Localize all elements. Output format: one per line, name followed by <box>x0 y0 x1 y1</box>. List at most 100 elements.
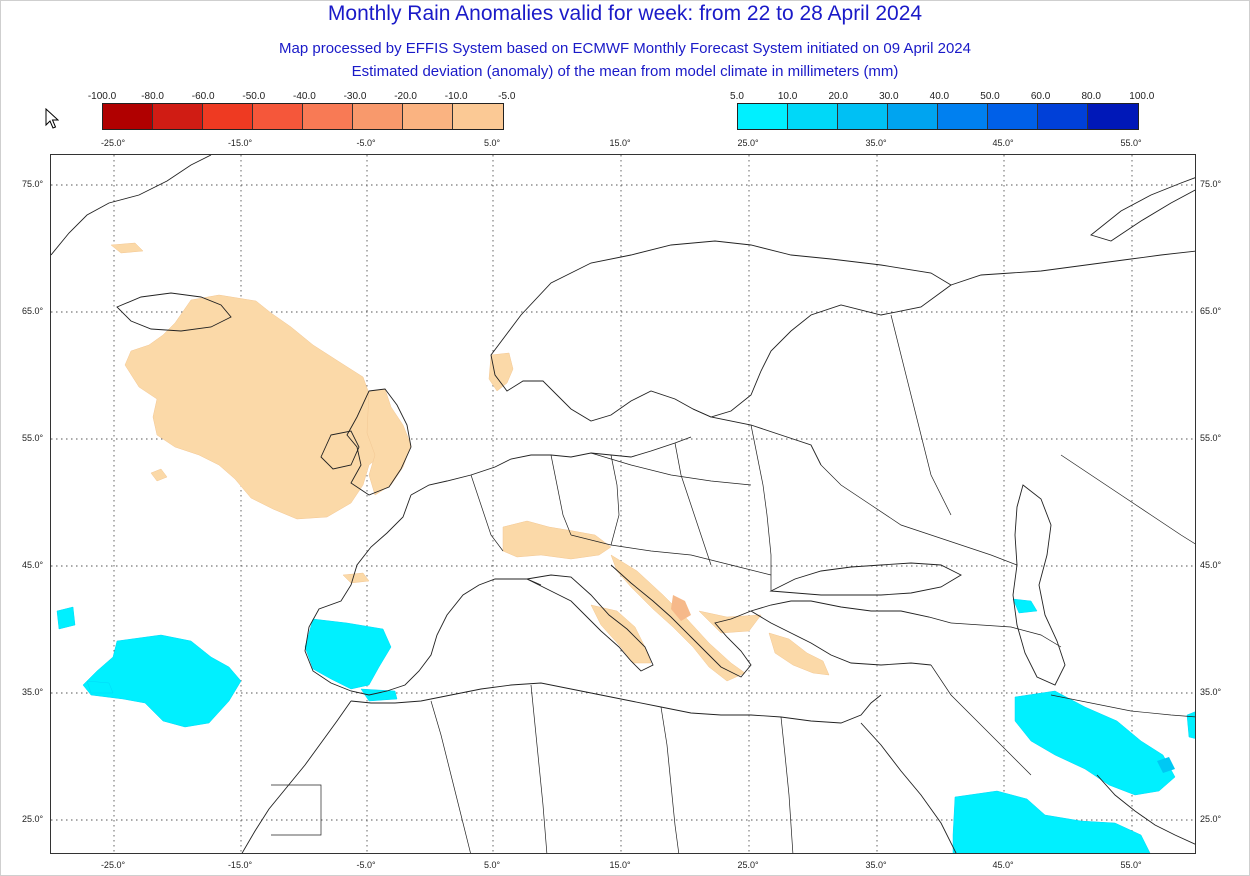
wet-area-gibraltar <box>360 688 398 702</box>
dry-area-greenland <box>110 242 144 254</box>
border-3 <box>610 454 620 546</box>
coastline-balkans-greece <box>610 564 952 678</box>
coastline-red-sea <box>860 722 957 853</box>
dry-area-small-1 <box>150 468 168 482</box>
axis-tick-label: 65.0° <box>1200 306 1222 316</box>
coastline-black-sea <box>769 562 962 596</box>
coastline-baltic-east <box>692 408 822 466</box>
legend-positive-scale <box>737 103 1139 130</box>
coastline-north-africa <box>350 682 882 724</box>
axis-tick-label: -25.0° <box>100 138 126 148</box>
border-10 <box>950 622 1062 648</box>
legend-label: 5.0 <box>730 91 744 102</box>
wet-area-azores <box>82 634 242 728</box>
axis-tick-label: -15.0° <box>227 860 253 870</box>
legend-negative-swatch <box>103 104 153 129</box>
wet-anomaly-areas <box>56 598 1195 853</box>
coastline-france-iberia <box>304 494 542 696</box>
axis-tick-label: -5.0° <box>356 138 376 148</box>
legend-positive-swatch <box>838 104 888 129</box>
legend-label: 50.0 <box>980 91 1000 102</box>
legend-label: 80.0 <box>1081 91 1101 102</box>
coastline-scandinavia <box>490 240 952 422</box>
wet-area-arabia <box>952 790 1151 853</box>
legend-label: 30.0 <box>879 91 899 102</box>
border-16 <box>271 784 322 836</box>
legend-negative-scale <box>102 103 504 130</box>
axis-tick-label: 45.0° <box>992 860 1014 870</box>
axis-tick-label: 65.0° <box>22 306 44 316</box>
legend-positive-swatch <box>788 104 838 129</box>
graticule <box>51 155 1195 853</box>
wet-area-black-sea <box>1012 598 1038 614</box>
legend-negative-swatch <box>153 104 203 129</box>
legend-label: 60.0 <box>1030 91 1051 102</box>
border-11 <box>1060 454 1195 545</box>
coastline-greenland <box>51 155 212 256</box>
axis-tick-label: 45.0° <box>992 138 1014 148</box>
coastline-anatolia <box>750 610 932 666</box>
legend-negative-swatch <box>353 104 403 129</box>
axis-tick-label: 75.0° <box>1200 179 1222 189</box>
legend-label: -60.0 <box>191 91 215 102</box>
wet-strong-persian-gulf <box>1157 757 1175 773</box>
axis-tick-label: 45.0° <box>22 560 44 570</box>
axis-tick-label: 25.0° <box>22 814 44 824</box>
wet-anomaly-strong-areas <box>1157 757 1175 773</box>
axis-tick-label: 35.0° <box>865 138 887 148</box>
legend-label: 40.0 <box>929 91 950 102</box>
border-18 <box>1050 694 1195 718</box>
axis-tick-label: 55.0° <box>22 433 44 443</box>
legend-positive-swatch <box>1088 104 1138 129</box>
axis-tick-label: 55.0° <box>1120 860 1142 870</box>
coastlines <box>51 155 1195 853</box>
coastline-barents <box>950 250 1195 286</box>
country-borders <box>271 314 1195 853</box>
legend-label: -30.0 <box>343 91 367 102</box>
dry-area-uk <box>366 388 412 496</box>
legend-label: -20.0 <box>394 91 417 102</box>
coastline-europe-west <box>410 436 692 496</box>
dry-area-norway <box>488 352 514 392</box>
coastline-ireland <box>320 430 360 470</box>
axis-tick-label: 25.0° <box>737 860 759 870</box>
legend-label: 10.0 <box>777 91 798 102</box>
axis-tick-label: 35.0° <box>1200 687 1222 697</box>
border-5 <box>750 424 772 591</box>
coastline-italy <box>525 574 654 672</box>
dry-area-north-atlantic <box>124 294 394 520</box>
legend-label: -10.0 <box>444 91 468 102</box>
axis-tick-label: 55.0° <box>1200 433 1222 443</box>
coastline-uk <box>346 388 412 496</box>
dry-area-balkans <box>610 554 746 682</box>
map-subtitle-description: Estimated deviation (anomaly) of the mea… <box>351 63 899 80</box>
border-14 <box>660 706 680 853</box>
axis-tick-label: 25.0° <box>1200 814 1222 824</box>
border-12 <box>430 700 471 853</box>
axis-tick-label: 15.0° <box>609 860 631 870</box>
map-title: Monthly Rain Anomalies valid for week: f… <box>327 2 923 25</box>
border-8 <box>590 452 752 486</box>
axis-tick-label: 25.0° <box>737 138 759 148</box>
legend-negative-swatch <box>253 104 303 129</box>
anomaly-map[interactable] <box>50 154 1196 854</box>
legend-label: 20.0 <box>828 91 848 102</box>
coastline-morocco-west <box>241 700 352 853</box>
dry-area-aegean <box>698 610 762 634</box>
axis-tick-label: 5.0° <box>483 860 501 870</box>
dry-area-anatolia <box>768 632 830 676</box>
legend-label: 100.0 <box>1129 91 1155 102</box>
legend-positive-swatch <box>988 104 1038 129</box>
coastline-novaya-zemlya <box>1090 177 1195 242</box>
border-2 <box>550 454 572 536</box>
border-1 <box>470 474 504 552</box>
legend-positive-swatch <box>888 104 938 129</box>
axis-tick-label: -15.0° <box>227 138 253 148</box>
axis-tick-label: 5.0° <box>483 138 501 148</box>
axis-tick-label: 45.0° <box>1200 560 1222 570</box>
legend-positive-swatch <box>1038 104 1088 129</box>
coastline-arabia-east <box>1096 774 1195 845</box>
axis-tick-label: -25.0° <box>100 860 126 870</box>
border-15 <box>780 716 794 853</box>
legend-label: -40.0 <box>292 91 316 102</box>
